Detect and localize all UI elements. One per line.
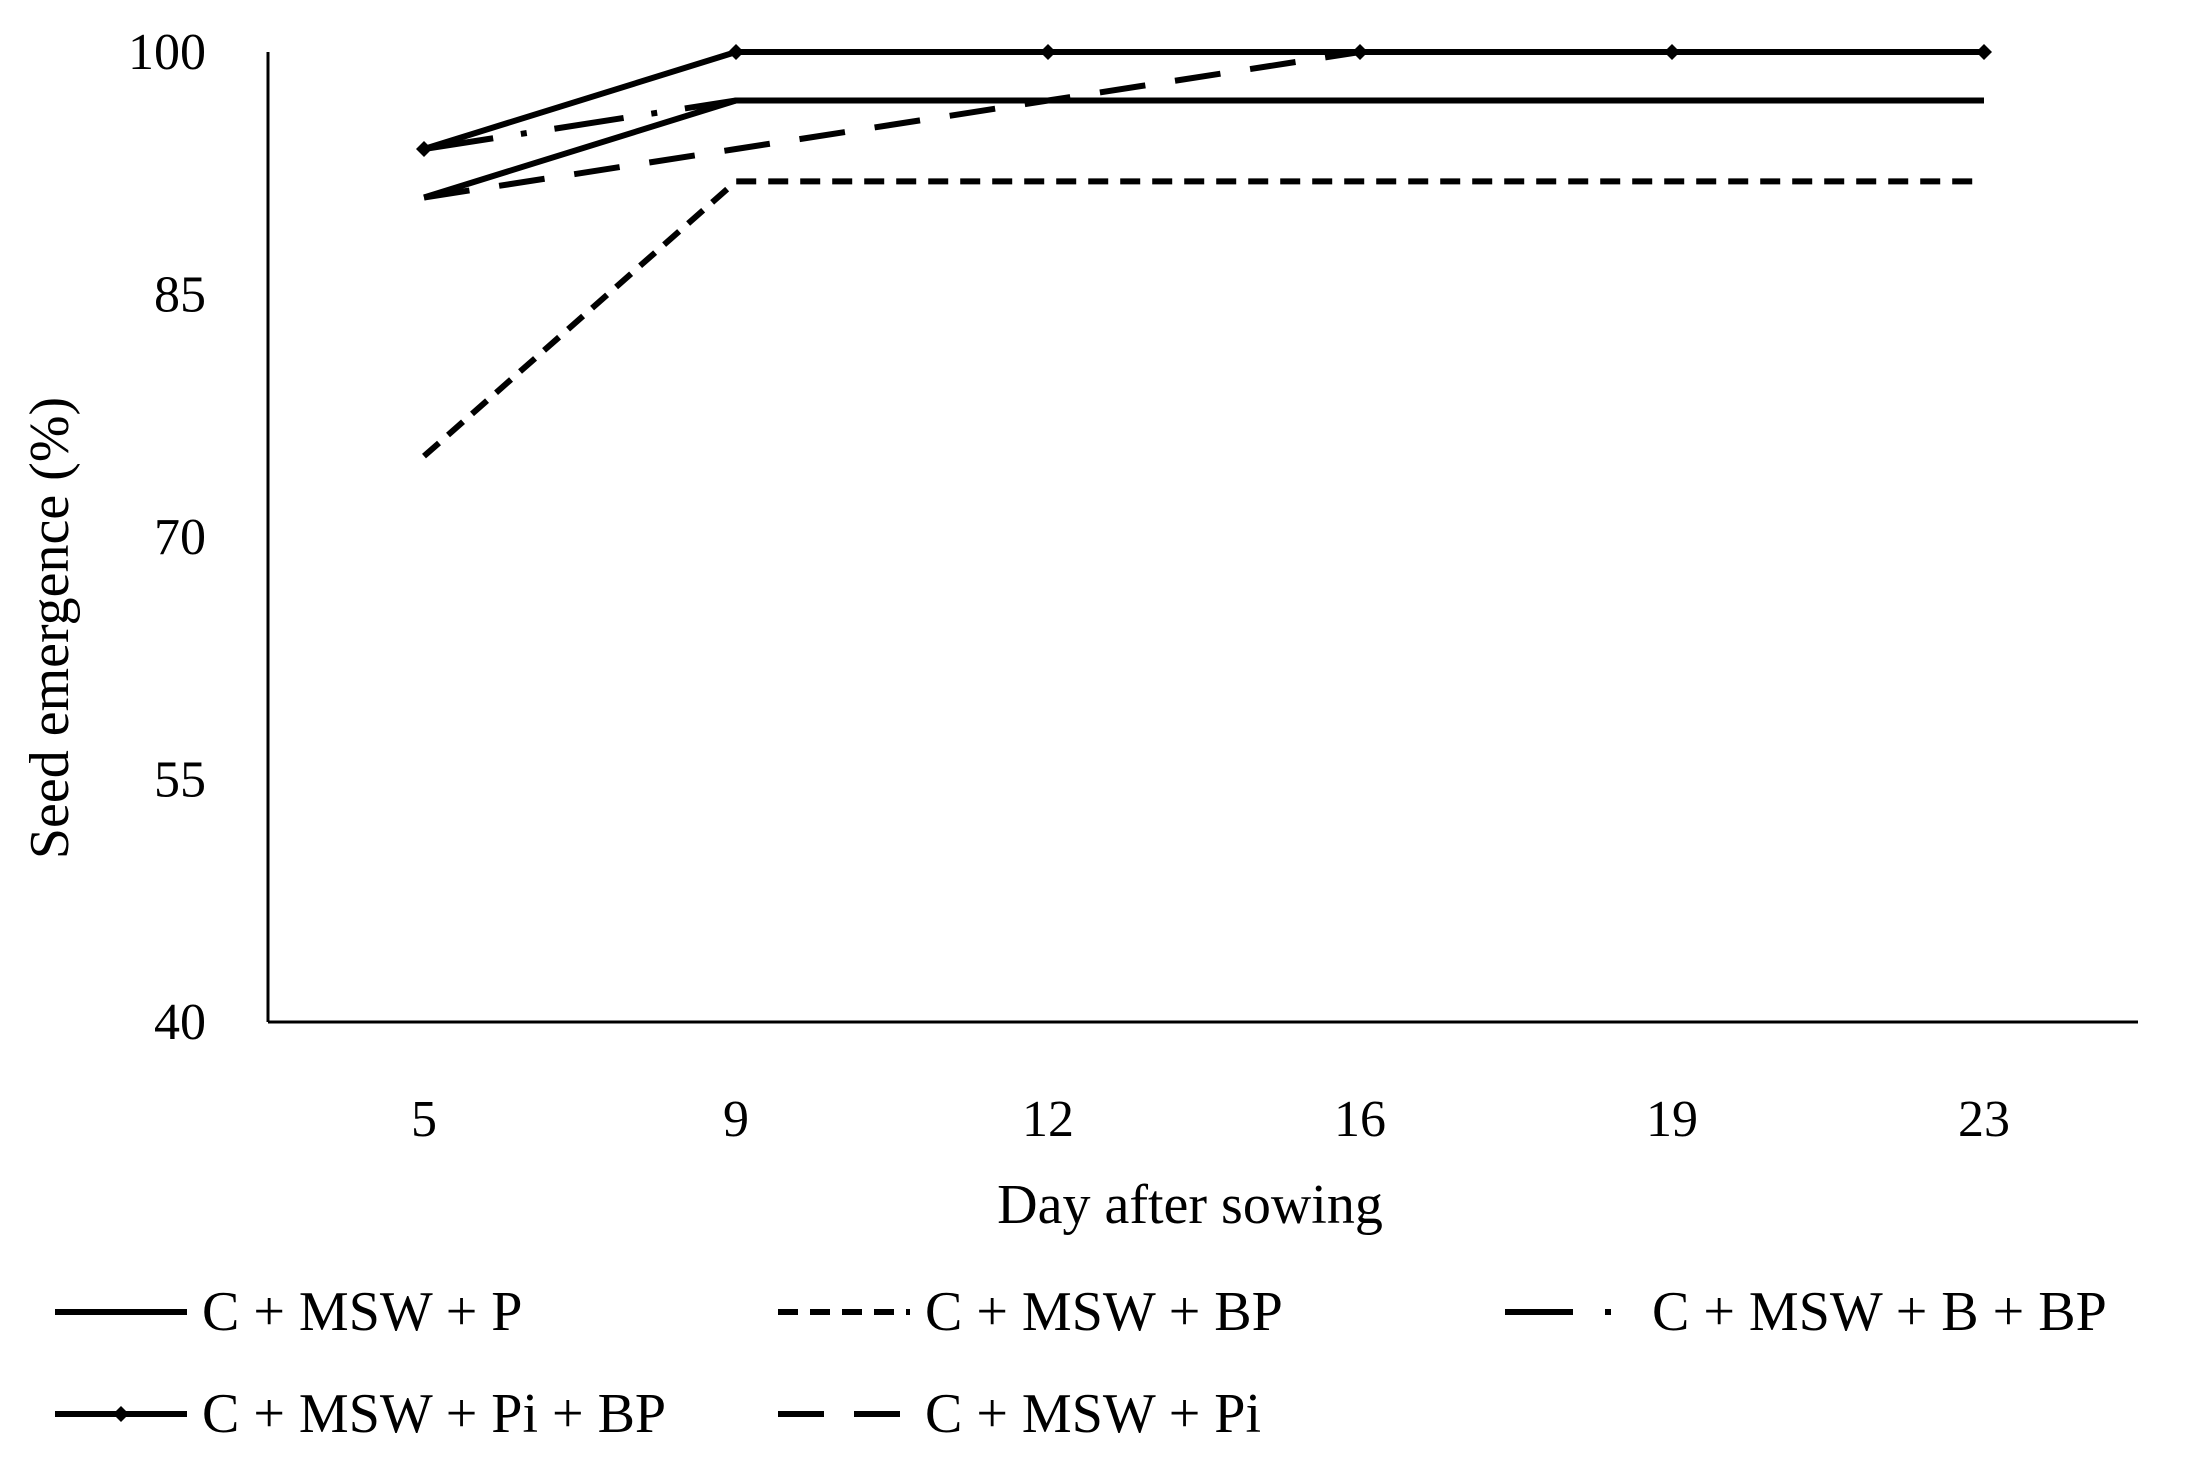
x-tick-label: 5 xyxy=(411,1091,437,1148)
legend-item: C + MSW + Pi xyxy=(778,1383,1261,1445)
legend-label: C + MSW + BP xyxy=(925,1281,1283,1343)
legend-item: C + MSW + Pi + BP xyxy=(55,1383,666,1445)
legend-label: C + MSW + Pi + BP xyxy=(202,1383,666,1445)
y-axis-title: Seed emergence (%) xyxy=(19,397,81,859)
y-tick-label: 100 xyxy=(128,24,206,81)
y-tick-label: 70 xyxy=(154,509,206,566)
legend-label: C + MSW + B + BP xyxy=(1652,1281,2107,1343)
x-tick-label: 9 xyxy=(723,1091,749,1148)
series-marker-4 xyxy=(728,44,744,60)
x-tick-label: 19 xyxy=(1646,1091,1698,1148)
series-marker-4 xyxy=(1040,44,1056,60)
legend-label: C + MSW + P xyxy=(202,1281,522,1343)
plot-area xyxy=(416,44,1992,459)
x-tick-label: 23 xyxy=(1958,1091,2010,1148)
series-marker-4 xyxy=(1976,44,1992,60)
y-tick-label: 40 xyxy=(154,994,206,1051)
axes: 40 55 70 85 100 5 9 12 16 19 23 xyxy=(128,24,2138,1148)
y-tick-label: 85 xyxy=(154,267,206,324)
legend-item: C + MSW + P xyxy=(55,1281,522,1343)
x-axis-title: Day after sowing xyxy=(997,1174,1383,1236)
y-tick-label: 55 xyxy=(154,752,206,809)
legend-marker xyxy=(113,1406,129,1422)
x-tick-label: 12 xyxy=(1022,1091,1074,1148)
legend-item: C + MSW + B + BP xyxy=(1505,1281,2107,1343)
series-line-1 xyxy=(423,97,1984,201)
series-line-2 xyxy=(422,178,1984,459)
legend-label: C + MSW + Pi xyxy=(925,1383,1261,1445)
series-marker-4 xyxy=(416,141,432,157)
series-line-5 xyxy=(423,49,1984,201)
legend: C + MSW + P C + MSW + BP C + MSW + B + BP C… xyxy=(55,1281,2107,1445)
x-tick-label: 16 xyxy=(1334,1091,1386,1148)
legend-item: C + MSW + BP xyxy=(778,1281,1283,1343)
